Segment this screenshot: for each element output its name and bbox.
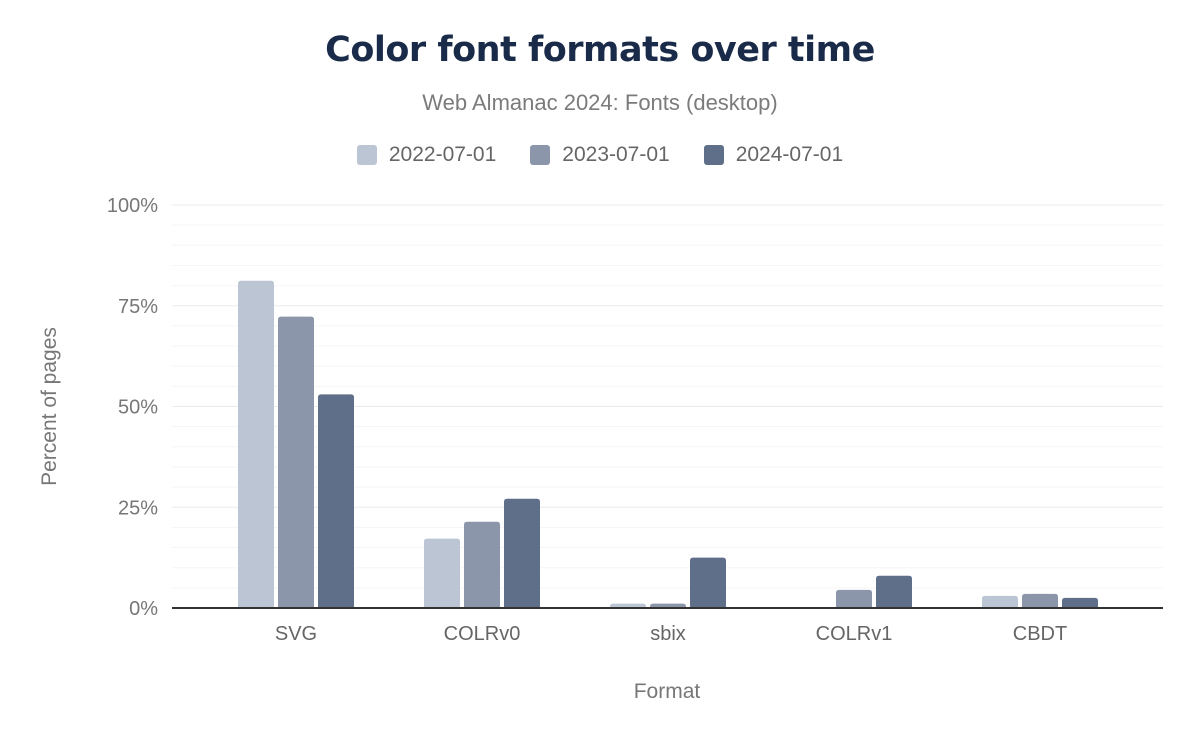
legend-item[interactable]: 2022-07-01 — [356, 143, 497, 167]
x-axis-title: Format — [634, 680, 701, 703]
y-tick-label: 75% — [118, 296, 158, 318]
bar-2023-07-01-COLRv0 — [464, 521, 500, 608]
y-tick-label: 50% — [118, 397, 158, 419]
chart-subtitle: Web Almanac 2024: Fonts (desktop) — [422, 90, 778, 115]
bar-2024-07-01-CBDT — [1062, 597, 1098, 608]
legend-label: 2022-07-01 — [388, 143, 497, 166]
bar-2024-07-01-COLRv1 — [876, 575, 912, 608]
bar-2024-07-01-COLRv0 — [504, 498, 540, 608]
bar-2022-07-01-SVG — [238, 280, 274, 608]
y-axis-title: Percent of pages — [38, 327, 61, 486]
x-tick-label: SVG — [275, 623, 317, 645]
bar-2023-07-01-SVG — [278, 316, 314, 608]
chart-title: Color font formats over time — [325, 30, 875, 70]
legend: 2022-07-01 2023-07-01 2024-07-01 — [0, 143, 1200, 167]
bar-2024-07-01-sbix — [690, 557, 726, 608]
bar-2024-07-01-SVG — [318, 394, 354, 608]
y-tick-label: 100% — [107, 195, 158, 217]
x-tick-label: COLRv0 — [444, 623, 521, 645]
bar-2023-07-01-CBDT — [1022, 593, 1058, 608]
x-tick-label: CBDT — [1013, 623, 1067, 645]
x-tick-label: COLRv1 — [816, 623, 893, 645]
legend-swatch — [356, 145, 377, 165]
bar-2022-07-01-COLRv0 — [424, 538, 460, 608]
y-tick-label: 25% — [118, 497, 158, 519]
y-tick-label: 0% — [129, 598, 158, 620]
legend-item[interactable]: 2023-07-01 — [530, 143, 670, 167]
bar-2023-07-01-COLRv1 — [836, 589, 872, 608]
legend-label: 2023-07-01 — [562, 143, 670, 166]
legend-swatch — [703, 145, 724, 165]
legend-label: 2024-07-01 — [735, 143, 844, 166]
bar-2022-07-01-CBDT — [982, 595, 1018, 608]
x-tick-label: sbix — [650, 623, 686, 645]
legend-item[interactable]: 2024-07-01 — [703, 143, 844, 167]
bar-2022-07-01-sbix — [610, 603, 646, 608]
legend-swatch — [530, 145, 551, 165]
bar-2023-07-01-sbix — [650, 603, 686, 608]
